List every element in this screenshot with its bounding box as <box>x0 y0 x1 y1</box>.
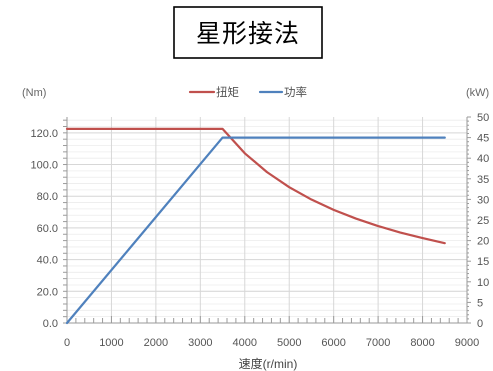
right-tick-label: 10 <box>477 277 489 289</box>
axes <box>63 116 471 324</box>
axis-labels: (Nm) (kW) 0.0 20.0 40.0 60.0 80.0 100.0 120.0 0 5 1… <box>22 87 489 371</box>
right-tick-label: 50 <box>477 112 489 124</box>
title-box <box>173 6 323 59</box>
left-tick-label: 80.0 <box>37 191 58 203</box>
legend: 扭矩 功率 <box>188 85 307 99</box>
power-series-line <box>65 136 446 325</box>
right-tick-label: 25 <box>477 215 489 227</box>
legend-power-label: 功率 <box>284 85 307 99</box>
x-tick-label: 3000 <box>188 337 212 349</box>
x-tick-label: 9000 <box>455 337 479 349</box>
left-tick-label: 120.0 <box>30 128 58 140</box>
right-tick-label: 0 <box>477 318 483 330</box>
left-tick-label: 100.0 <box>30 160 58 172</box>
left-tick-label: 40.0 <box>37 255 58 267</box>
x-tick-label: 5000 <box>277 337 301 349</box>
x-tick-label: 6000 <box>321 337 345 349</box>
x-tick-label: 8000 <box>410 337 434 349</box>
right-tick-label: 35 <box>477 174 489 186</box>
left-tick-label: 60.0 <box>37 223 58 235</box>
chart-title: 星形接法 <box>196 19 300 48</box>
left-tick-label: 0.0 <box>43 318 58 330</box>
left-tick-label: 20.0 <box>37 286 58 298</box>
right-tick-label: 40 <box>477 153 489 165</box>
x-tick-label: 4000 <box>233 337 257 349</box>
right-tick-label: 45 <box>477 133 489 145</box>
x-tick-label: 0 <box>64 337 70 349</box>
series-layer <box>65 127 446 325</box>
grid <box>66 117 468 324</box>
right-tick-label: 20 <box>477 236 489 248</box>
legend-torque-label: 扭矩 <box>216 85 239 99</box>
right-tick-label: 30 <box>477 194 489 206</box>
x-tick-label: 2000 <box>144 337 168 349</box>
left-unit-label: (Nm) <box>22 87 46 99</box>
right-tick-label: 5 <box>477 297 483 309</box>
right-unit-label: (kW) <box>466 87 489 99</box>
x-tick-label: 7000 <box>366 337 390 349</box>
right-tick-label: 15 <box>477 256 489 268</box>
x-tick-label: 1000 <box>99 337 123 349</box>
x-axis-title: 速度(r/min) <box>239 356 298 371</box>
torque-series-line <box>65 127 446 245</box>
